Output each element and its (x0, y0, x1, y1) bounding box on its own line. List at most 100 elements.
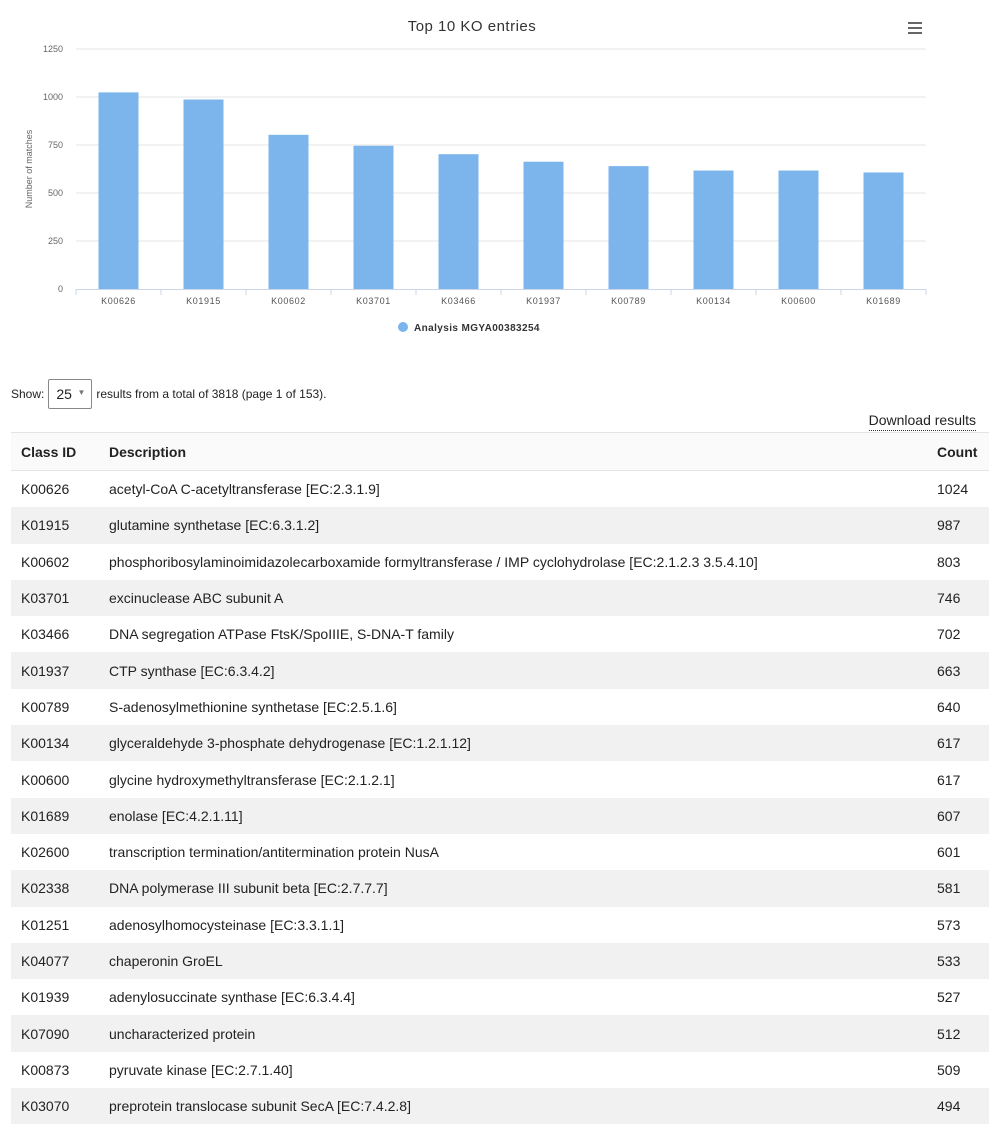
legend-label: Analysis MGYA00383254 (414, 323, 540, 334)
column-header-description[interactable]: Description (99, 432, 927, 471)
chart-title: Top 10 KO entries (408, 18, 537, 35)
bar-chart-svg: Top 10 KO entries 0 250 500 750 1000 1250 Numbe… (24, 18, 927, 334)
bar-K00626 (98, 92, 139, 289)
x-tick-label: K01689 (866, 296, 901, 306)
cell-class-id[interactable]: K04077 (11, 942, 99, 980)
y-tick-label: 1000 (43, 92, 63, 102)
hamburger-icon-line (908, 32, 922, 34)
download-results-link[interactable]: Download results (868, 412, 976, 431)
cell-count: 581 (927, 870, 989, 907)
cell-count: 1024 (937, 481, 969, 498)
cell-count: 702 (937, 626, 961, 643)
cell-description: glycine hydroxymethyltransferase [EC:2.1… (109, 771, 395, 788)
page-size-value: 25 (56, 386, 72, 402)
x-tick-label: K00600 (781, 296, 816, 306)
cell-class-id[interactable]: K01939 (21, 989, 70, 1006)
cell-description: uncharacterized protein (99, 1015, 927, 1052)
cell-count: 494 (927, 1088, 989, 1125)
table-row: K00600 glycine hydroxymethyltransferase [… (11, 761, 989, 797)
cell-description: transcription termination/antiterminatio… (109, 844, 439, 861)
table-row: K00134 glyceraldehyde 3-phosphate dehydro… (11, 725, 989, 762)
page-size-row: Show: 25 ▼ results from a total of 3818 … (11, 378, 327, 410)
cell-class-id[interactable]: K00626 (21, 481, 70, 498)
cell-count: 640 (937, 698, 961, 715)
x-tick-label: K00134 (696, 296, 731, 306)
cell-count: 533 (927, 942, 989, 980)
cell-class-id[interactable]: K01689 (11, 797, 99, 834)
table-row: K01251 adenosylhomocysteinase [EC:3.3.1.1… (11, 907, 989, 943)
cell-class-id[interactable]: K01915 (11, 507, 99, 544)
bar-K01915 (183, 99, 224, 289)
table-row: K01937 CTP synthase [EC:6.3.4.2] 663 (11, 652, 989, 689)
y-tick-label: 750 (48, 140, 63, 150)
cell-description: acetyl-CoA C-acetyltransferase [EC:2.3.1… (109, 481, 380, 498)
cell-class-id[interactable]: K00602 (21, 553, 70, 570)
bar-K00789 (608, 166, 649, 289)
cell-description: chaperonin GroEL (99, 942, 927, 980)
cell-description: CTP synthase [EC:6.3.4.2] (99, 652, 927, 689)
table-row: K07090 uncharacterized protein 512 (11, 1015, 989, 1052)
cell-class-id[interactable]: K02600 (21, 844, 70, 861)
cell-class-id[interactable]: K00873 (21, 1061, 70, 1078)
table-row: K01689 enolase [EC:4.2.1.11] 607 (11, 797, 989, 834)
cell-class-id[interactable]: K01251 (21, 916, 70, 933)
column-header-count[interactable]: Count (927, 432, 989, 471)
table-row: K03701 excinuclease ABC subunit A 746 (11, 579, 989, 617)
cell-count: 512 (927, 1015, 989, 1052)
cell-description: pyruvate kinase [EC:2.7.1.40] (109, 1061, 293, 1078)
cell-count: 987 (927, 507, 989, 544)
cell-class-id[interactable]: K03466 (21, 626, 70, 643)
y-tick-label: 250 (48, 236, 63, 246)
cell-description: enolase [EC:4.2.1.11] (99, 797, 927, 834)
cell-count: 573 (937, 916, 961, 933)
table-row: K00626 acetyl-CoA C-acetyltransferase [EC… (11, 471, 989, 508)
cell-class-id[interactable]: K03070 (11, 1088, 99, 1125)
x-tick-label: K00602 (271, 296, 306, 306)
bar-K00602 (268, 134, 309, 289)
cell-description: phosphoribosylaminoimidazolecarboxamide … (109, 553, 758, 570)
cell-class-id[interactable]: K07090 (11, 1015, 99, 1052)
cell-count: 617 (927, 725, 989, 762)
table-row: K00873 pyruvate kinase [EC:2.7.1.40] 509 (11, 1052, 989, 1088)
cell-class-id[interactable]: K00600 (21, 771, 70, 788)
x-tick-label: K00789 (611, 296, 646, 306)
cell-count: 746 (927, 579, 989, 617)
cell-count: 607 (927, 797, 989, 834)
chart-context-menu-button[interactable] (903, 18, 927, 40)
cell-description: glyceraldehyde 3-phosphate dehydrogenase… (99, 725, 927, 762)
cell-description: glutamine synthetase [EC:6.3.1.2] (99, 507, 927, 544)
table-row: K03466 DNA segregation ATPase FtsK/SpoIII… (11, 616, 989, 652)
table-row: K00789 S-adenosylmethionine synthetase [E… (11, 689, 989, 725)
cell-count: 663 (927, 652, 989, 689)
cell-description: adenylosuccinate synthase [EC:6.3.4.4] (109, 989, 355, 1006)
bar-K03466 (438, 154, 479, 289)
cell-class-id[interactable]: K02338 (11, 870, 99, 907)
x-tick-label: K01937 (526, 296, 561, 306)
bar-K01937 (523, 161, 564, 289)
y-tick-label: 0 (58, 284, 63, 294)
cell-description: S-adenosylmethionine synthetase [EC:2.5.… (109, 698, 397, 715)
y-tick-label: 500 (48, 188, 63, 198)
cell-count: 601 (937, 844, 961, 861)
table-row: K01939 adenylosuccinate synthase [EC:6.3.… (11, 979, 989, 1015)
cell-class-id[interactable]: K01937 (11, 652, 99, 689)
cell-class-id[interactable]: K00789 (21, 698, 70, 715)
table-body: K00626 acetyl-CoA C-acetyltransferase [EC… (11, 471, 989, 1125)
table-row: K03070 preprotein translocase subunit Sec… (11, 1088, 989, 1125)
cell-class-id[interactable]: K03701 (11, 579, 99, 617)
cell-description: excinuclease ABC subunit A (99, 579, 927, 617)
cell-count: 527 (937, 989, 961, 1006)
table-row: K04077 chaperonin GroEL 533 (11, 942, 989, 980)
chevron-down-icon: ▼ (77, 387, 86, 397)
y-tick-label: 1250 (43, 44, 63, 54)
table-row: K02338 DNA polymerase III subunit beta [E… (11, 870, 989, 907)
page-size-select[interactable]: 25 ▼ (48, 379, 93, 409)
x-tick-label: K00626 (101, 296, 136, 306)
cell-count: 803 (937, 553, 961, 570)
hamburger-icon-line (908, 27, 922, 29)
table-row: K01915 glutamine synthetase [EC:6.3.1.2] 9… (11, 507, 989, 544)
cell-count: 617 (937, 771, 961, 788)
cell-class-id[interactable]: K00134 (11, 725, 99, 762)
results-summary: results from a total of 3818 (page 1 of … (96, 387, 327, 401)
column-header-class-id[interactable]: Class ID (11, 432, 99, 471)
